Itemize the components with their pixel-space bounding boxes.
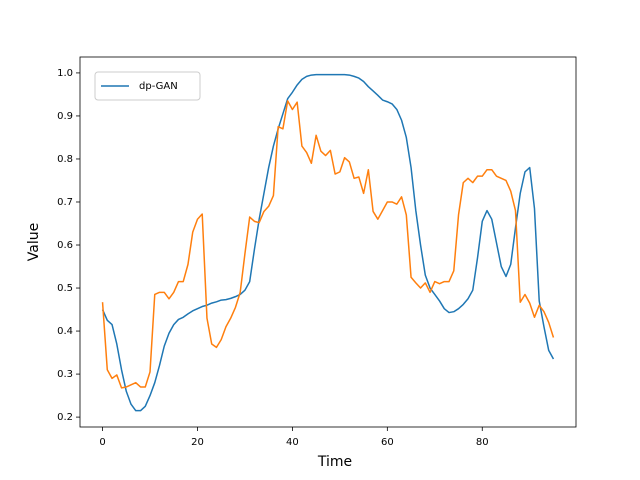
y-axis-label: Value xyxy=(26,223,42,261)
x-axis-label: Time xyxy=(317,454,352,470)
y-tick-label: 0.7 xyxy=(57,197,73,208)
y-tick-label: 1.0 xyxy=(57,68,73,79)
y-tick-label: 0.8 xyxy=(57,154,73,165)
y-tick-label: 0.3 xyxy=(57,369,73,380)
y-tick-label: 0.6 xyxy=(57,240,73,251)
x-tick-label: 0 xyxy=(99,437,105,448)
line-series xyxy=(101,100,555,389)
x-tick-label: 80 xyxy=(476,437,489,448)
legend-label: dp-GAN xyxy=(139,81,178,92)
y-tick-label: 0.5 xyxy=(57,283,73,294)
x-tick-label: 40 xyxy=(286,437,299,448)
plot-frame xyxy=(79,56,577,428)
x-tick-label: 20 xyxy=(191,437,204,448)
y-tick-label: 0.4 xyxy=(57,326,73,337)
x-tick-label: 60 xyxy=(381,437,394,448)
y-tick-label: 0.2 xyxy=(57,412,73,423)
legend-box xyxy=(94,71,201,101)
line-series xyxy=(101,73,555,412)
y-tick-label: 0.9 xyxy=(57,111,73,122)
